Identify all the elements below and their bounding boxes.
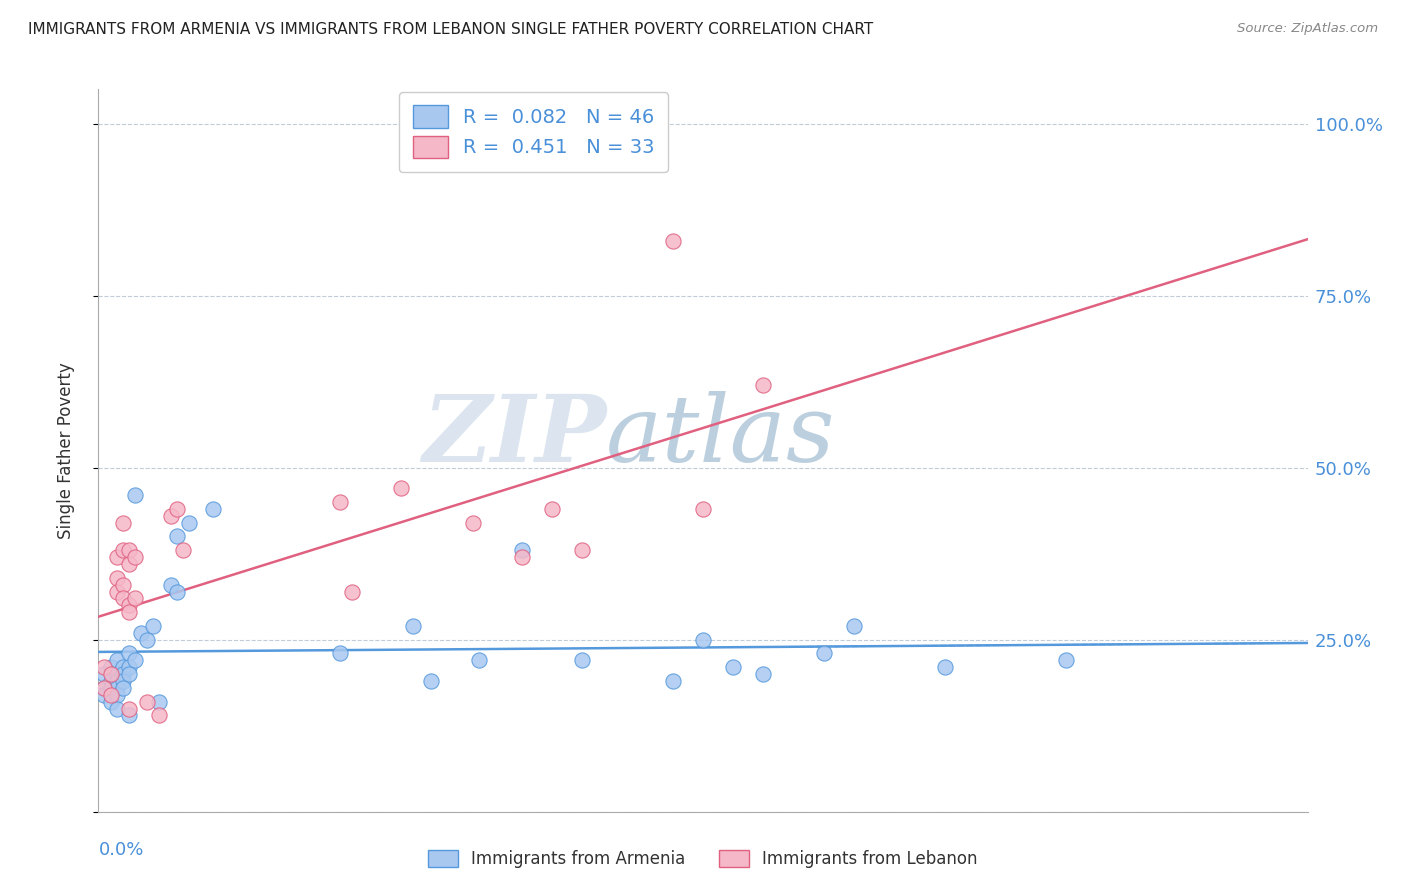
Point	[463, 516, 485, 530]
Point	[93, 688, 115, 702]
Point	[752, 667, 775, 681]
Point	[166, 529, 188, 543]
Point	[166, 502, 188, 516]
Text: 0.0%: 0.0%	[98, 840, 143, 859]
Point	[166, 584, 188, 599]
Point	[148, 695, 170, 709]
Point	[118, 599, 141, 613]
Point	[93, 667, 115, 681]
Point	[111, 667, 134, 681]
Point	[100, 667, 122, 681]
Point	[111, 673, 134, 688]
Text: atlas: atlas	[606, 391, 835, 481]
Point	[111, 543, 134, 558]
Point	[105, 653, 128, 667]
Point	[124, 550, 146, 565]
Point	[329, 495, 352, 509]
Point	[105, 571, 128, 585]
Point	[1054, 653, 1077, 667]
Point	[118, 543, 141, 558]
Point	[118, 647, 141, 661]
Point	[105, 584, 128, 599]
Point	[510, 543, 533, 558]
Text: ZIP: ZIP	[422, 391, 606, 481]
Point	[420, 673, 443, 688]
Point	[844, 619, 866, 633]
Legend: Immigrants from Armenia, Immigrants from Lebanon: Immigrants from Armenia, Immigrants from…	[422, 843, 984, 875]
Legend: R =  0.082   N = 46, R =  0.451   N = 33: R = 0.082 N = 46, R = 0.451 N = 33	[399, 92, 668, 171]
Point	[661, 234, 683, 248]
Point	[142, 619, 165, 633]
Point	[111, 577, 134, 591]
Point	[934, 660, 956, 674]
Text: Source: ZipAtlas.com: Source: ZipAtlas.com	[1237, 22, 1378, 36]
Point	[111, 516, 134, 530]
Point	[510, 550, 533, 565]
Point	[100, 695, 122, 709]
Point	[124, 591, 146, 606]
Point	[661, 673, 683, 688]
Text: IMMIGRANTS FROM ARMENIA VS IMMIGRANTS FROM LEBANON SINGLE FATHER POVERTY CORRELA: IMMIGRANTS FROM ARMENIA VS IMMIGRANTS FR…	[28, 22, 873, 37]
Point	[402, 619, 425, 633]
Point	[105, 688, 128, 702]
Point	[148, 708, 170, 723]
Point	[111, 681, 134, 695]
Point	[135, 695, 157, 709]
Point	[124, 653, 146, 667]
Point	[124, 488, 146, 502]
Point	[571, 543, 593, 558]
Point	[342, 584, 364, 599]
Point	[813, 647, 835, 661]
Point	[752, 378, 775, 392]
Point	[468, 653, 491, 667]
Point	[93, 681, 115, 695]
Point	[105, 673, 128, 688]
Point	[111, 591, 134, 606]
Point	[135, 632, 157, 647]
Point	[692, 502, 714, 516]
Point	[100, 673, 122, 688]
Point	[100, 681, 122, 695]
Point	[100, 660, 122, 674]
Point	[111, 660, 134, 674]
Point	[172, 543, 194, 558]
Point	[105, 681, 128, 695]
Point	[93, 681, 115, 695]
Point	[160, 508, 183, 523]
Point	[692, 632, 714, 647]
Y-axis label: Single Father Poverty: Single Father Poverty	[56, 362, 75, 539]
Point	[129, 625, 152, 640]
Point	[100, 688, 122, 702]
Point	[105, 701, 128, 715]
Point	[329, 647, 352, 661]
Point	[723, 660, 745, 674]
Point	[118, 701, 141, 715]
Point	[93, 660, 115, 674]
Point	[118, 660, 141, 674]
Point	[118, 708, 141, 723]
Point	[105, 550, 128, 565]
Point	[118, 605, 141, 619]
Point	[202, 502, 225, 516]
Point	[160, 577, 183, 591]
Point	[118, 557, 141, 571]
Point	[540, 502, 562, 516]
Point	[179, 516, 201, 530]
Point	[118, 667, 141, 681]
Point	[105, 667, 128, 681]
Point	[571, 653, 593, 667]
Point	[389, 481, 412, 495]
